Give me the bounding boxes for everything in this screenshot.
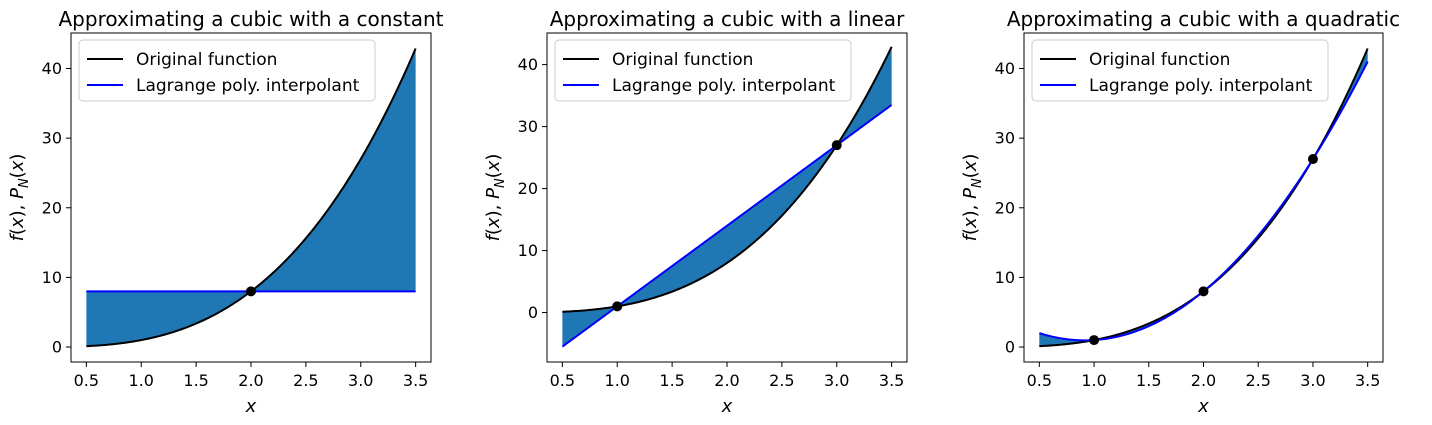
chart-2-xtick-label: 3.5 xyxy=(879,371,904,390)
chart-1-legend: Original function Lagrange poly. interpol… xyxy=(78,39,376,102)
chart-3-ytick-label: 30 xyxy=(995,129,1015,148)
chart-2-xtick-label: 1.0 xyxy=(605,371,630,390)
chart-2-xtick-label: 2.5 xyxy=(769,371,794,390)
chart-1: 0.5 1.0 1.5 2.0 2.5 3.0 3.5 0 10 20 30 40 Approximat… xyxy=(7,7,444,417)
chart-1-title: Approximating a cubic with a constant xyxy=(59,7,444,31)
chart-1-ylabel: f(x), PN(x) xyxy=(7,154,32,242)
chart-1-xtick-label: 2.0 xyxy=(238,371,263,390)
chart-3-node-1 xyxy=(1089,335,1100,346)
chart-2-fill-between xyxy=(562,46,892,347)
chart-2-legend-box xyxy=(554,39,852,102)
chart-3-legend-label-2: Lagrange poly. interpolant xyxy=(1089,76,1313,96)
chart-3-ytick-label: 40 xyxy=(995,59,1015,78)
chart-1-xtick-label: 1.0 xyxy=(129,371,154,390)
chart-1-ytick-label: 40 xyxy=(42,59,62,78)
chart-3-ytick-label: 20 xyxy=(995,198,1015,217)
chart-3-xtick-label: 3.0 xyxy=(1300,371,1325,390)
chart-1-xtick-label: 2.5 xyxy=(293,371,318,390)
chart-3-ytick-label: 0 xyxy=(1005,338,1015,357)
chart-3-legend-box xyxy=(1031,39,1329,102)
chart-3-xtick-label: 2.5 xyxy=(1245,371,1270,390)
chart-2-ytick-label: 20 xyxy=(518,179,538,198)
chart-1-xtick-label: 0.5 xyxy=(74,371,99,390)
chart-2-xtick-label: 1.5 xyxy=(659,371,684,390)
chart-1-node-1 xyxy=(246,286,256,297)
chart-2-legend-label-1: Original function xyxy=(612,50,753,70)
chart-2: 0.5 1.0 1.5 2.0 2.5 3.0 3.5 0 10 20 30 40 Approximat… xyxy=(483,7,908,417)
chart-1-legend-label-2: Lagrange poly. interpolant xyxy=(136,76,360,96)
chart-2-ylabel: f(x), PN(x) xyxy=(483,154,508,242)
chart-3-node-3 xyxy=(1307,154,1318,165)
chart-3-title: Approximating a cubic with a quadratic xyxy=(1007,7,1400,31)
chart-2-interpolant-line xyxy=(561,104,893,348)
chart-2-xtick-label: 3.0 xyxy=(824,371,849,390)
chart-1-xlabel: x xyxy=(245,396,257,417)
chart-2-node-2 xyxy=(831,140,842,151)
chart-3-xtick-label: 2.0 xyxy=(1191,371,1216,390)
chart-3-legend-label-1: Original function xyxy=(1089,50,1230,70)
chart-1-xtick-label: 1.5 xyxy=(183,371,208,390)
chart-3-node-2 xyxy=(1198,286,1209,297)
chart-3-ylabel: f(x), PN(x) xyxy=(960,154,985,242)
chart-2-title: Approximating a cubic with a linear xyxy=(550,7,905,31)
chart-1-legend-label-1: Original function xyxy=(136,50,277,70)
chart-2-xtick-label: 2.0 xyxy=(714,371,739,390)
chart-3-ytick-label: 10 xyxy=(995,268,1015,287)
chart-1-xtick-label: 3.0 xyxy=(348,371,373,390)
chart-2-ytick-label: 40 xyxy=(518,55,538,74)
chart-3-xtick-label: 1.0 xyxy=(1081,371,1106,390)
chart-2-xtick-label: 0.5 xyxy=(550,371,575,390)
chart-3-xtick-label: 0.5 xyxy=(1027,371,1052,390)
chart-1-xtick-label: 3.5 xyxy=(403,371,428,390)
chart-3-xtick-label: 3.5 xyxy=(1355,371,1380,390)
chart-3-interpolant-line xyxy=(1039,61,1369,342)
chart-2-ytick-label: 10 xyxy=(518,241,538,260)
chart-2-legend-label-2: Lagrange poly. interpolant xyxy=(612,76,836,96)
chart-3-legend: Original function Lagrange poly. interpol… xyxy=(1031,39,1329,102)
chart-3: 0.5 1.0 1.5 2.0 2.5 3.0 3.5 0 10 20 30 40 Approximat… xyxy=(960,7,1400,417)
chart-3-xlabel: x xyxy=(1197,396,1209,417)
chart-2-legend: Original function Lagrange poly. interpol… xyxy=(554,39,852,102)
chart-1-ytick-label: 30 xyxy=(42,129,62,148)
chart-1-ytick-label: 0 xyxy=(52,338,62,357)
chart-3-xtick-label: 1.5 xyxy=(1136,371,1161,390)
chart-1-fill-between xyxy=(86,48,416,347)
chart-2-node-1 xyxy=(612,301,623,312)
chart-2-ytick-label: 0 xyxy=(528,303,538,322)
chart-1-ytick-label: 10 xyxy=(42,268,62,287)
chart-2-ytick-label: 30 xyxy=(518,117,538,136)
chart-2-xlabel: x xyxy=(721,396,733,417)
chart-1-ytick-label: 20 xyxy=(42,198,62,217)
chart-1-legend-box xyxy=(78,39,376,102)
